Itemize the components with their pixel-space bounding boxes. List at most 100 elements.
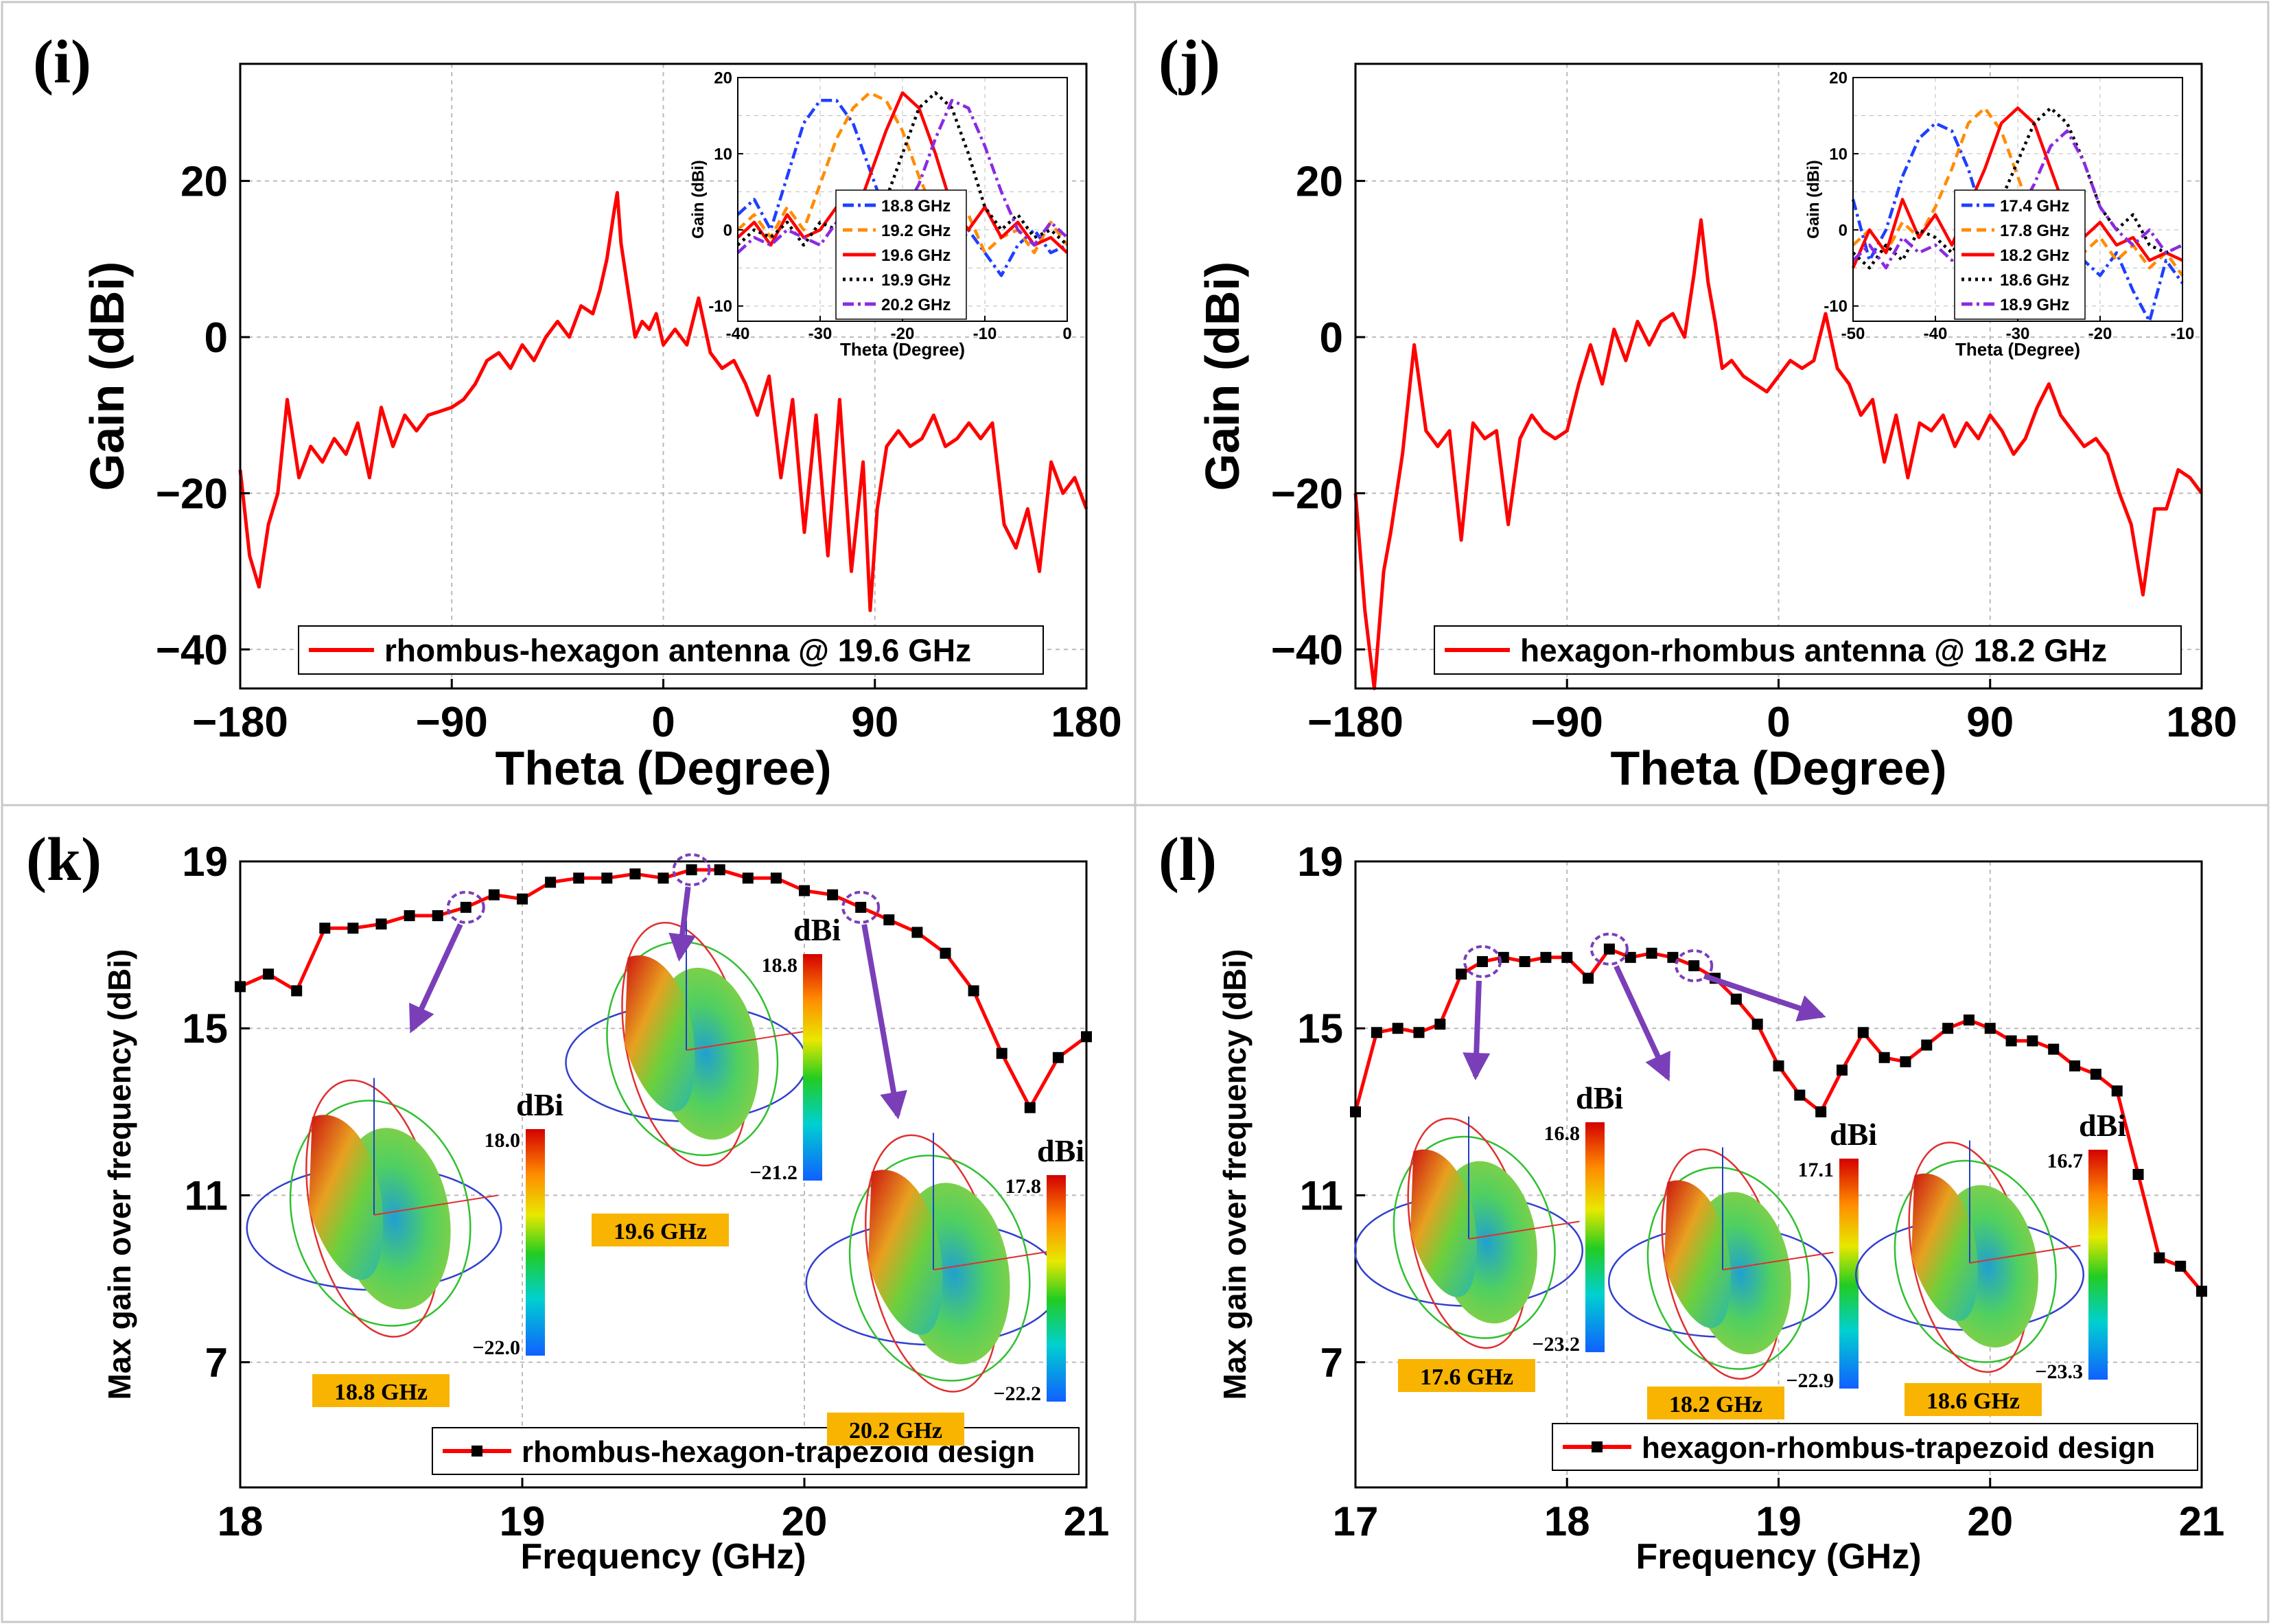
colorbar-max: 16.8 bbox=[1544, 1122, 1581, 1145]
x-tick-label: 180 bbox=[2166, 699, 2237, 746]
colorbar-unit: dBi bbox=[793, 912, 841, 947]
data-point bbox=[2090, 1069, 2101, 1080]
callout-arrow bbox=[861, 924, 900, 1116]
data-point bbox=[657, 872, 669, 884]
data-point bbox=[601, 872, 613, 884]
y-tick-label: −20 bbox=[156, 470, 228, 518]
x-axis-label: Theta (Degree) bbox=[495, 741, 831, 795]
pattern-frequency-tag bbox=[827, 1413, 964, 1446]
x-tick-label: -40 bbox=[1924, 325, 1948, 343]
data-point bbox=[1624, 951, 1636, 963]
x-tick-label: −180 bbox=[192, 699, 288, 746]
colorbar bbox=[2088, 1150, 2108, 1380]
y-tick-label: 11 bbox=[1300, 1172, 1343, 1218]
x-axis-label: Frequency (GHz) bbox=[520, 1537, 806, 1577]
data-point bbox=[263, 968, 275, 980]
data-point bbox=[629, 868, 641, 880]
colorbar-min: −22.9 bbox=[1786, 1369, 1834, 1392]
panel-label-l: (l) bbox=[1158, 826, 1217, 894]
data-point bbox=[968, 985, 979, 997]
pattern-axis-x bbox=[1468, 1220, 1580, 1240]
callout-circle bbox=[1589, 932, 1629, 966]
pattern-main-lobe bbox=[868, 1170, 943, 1335]
callout-arrow-head bbox=[409, 1002, 434, 1034]
pattern-frequency-tag bbox=[592, 1214, 729, 1246]
y-tick-label: 15 bbox=[182, 1006, 228, 1052]
y-axis-label: Gain (dBi) bbox=[1804, 160, 1823, 239]
data-point bbox=[883, 914, 895, 926]
y-tick-label: 0 bbox=[723, 221, 732, 240]
data-point bbox=[1561, 951, 1573, 963]
inset-legend-label: 18.9 GHz bbox=[2000, 296, 2069, 314]
y-tick-label: 19 bbox=[182, 839, 228, 885]
callout-arrow-head bbox=[1795, 995, 1826, 1022]
colorbar-min: −23.2 bbox=[1532, 1333, 1580, 1356]
data-point bbox=[1921, 1039, 1933, 1051]
x-tick-label: 20 bbox=[1967, 1498, 2013, 1544]
x-axis-label: Theta (Degree) bbox=[1610, 741, 1946, 795]
y-tick-label: 10 bbox=[714, 145, 732, 163]
data-point bbox=[2175, 1260, 2187, 1272]
data-point bbox=[1413, 1027, 1425, 1039]
data-point bbox=[1836, 1065, 1848, 1076]
y-tick-label: 11 bbox=[185, 1172, 228, 1218]
y-tick-label: 0 bbox=[205, 314, 228, 362]
data-point bbox=[1024, 1102, 1036, 1113]
data-point bbox=[1052, 1052, 1064, 1063]
chart-i: −180 −90 0 90 180 20 0 −20 −40 Theta (Degree) Gain… bbox=[80, 62, 1122, 795]
data-point bbox=[1434, 1019, 1446, 1030]
pattern-frequency-tag bbox=[1398, 1359, 1535, 1392]
y-axis-label: Gain (dBi) bbox=[80, 262, 134, 491]
legend-box bbox=[432, 1427, 1080, 1475]
inset-legend-label: 18.6 GHz bbox=[2000, 271, 2069, 290]
data-point bbox=[799, 885, 810, 896]
data-point bbox=[291, 985, 303, 997]
x-tick-label: −90 bbox=[416, 699, 488, 746]
data-point bbox=[2069, 1060, 2081, 1071]
radiation-patterns-k: dBi 18.0 −22.0 18.8 GHz dBi 18.8 −21.2 19.6 GHz… bbox=[246, 853, 1084, 1446]
callout-circle bbox=[446, 890, 485, 924]
inset-legend-label: 18.2 GHz bbox=[2000, 246, 2069, 265]
pattern-axis-x bbox=[686, 1031, 804, 1051]
colorbar-max: 18.0 bbox=[485, 1129, 521, 1152]
data-point bbox=[1878, 1052, 1890, 1063]
callout-circle bbox=[1463, 944, 1502, 978]
data-point bbox=[1583, 973, 1594, 984]
chart-l: 17 18 19 20 21 19 15 11 7 Frequency (GHz) Max gain… bbox=[1217, 839, 2224, 1577]
x-tick-label: 180 bbox=[1051, 699, 1121, 746]
colorbar-unit: dBi bbox=[2079, 1108, 2126, 1143]
data-point bbox=[714, 864, 725, 876]
series-line-2 bbox=[1852, 106, 2184, 277]
data-point bbox=[911, 927, 923, 938]
y-tick-label: 19 bbox=[1297, 839, 1343, 885]
pattern-axis-x bbox=[1722, 1251, 1834, 1271]
legend-label: hexagon-rhombus antenna @ 18.2 GHz bbox=[1520, 633, 2107, 669]
x-tick-label: 0 bbox=[651, 699, 675, 746]
x-tick-label: 19 bbox=[500, 1498, 546, 1544]
legend-box bbox=[1552, 1423, 2198, 1471]
data-point bbox=[347, 923, 359, 934]
colorbar bbox=[1047, 1175, 1066, 1402]
data-point bbox=[1942, 1023, 1954, 1034]
data-point bbox=[1773, 1060, 1784, 1071]
data-point bbox=[940, 947, 951, 959]
x-tick-label: -20 bbox=[2088, 325, 2112, 343]
pattern-ring-green bbox=[289, 1100, 471, 1327]
data-point bbox=[1667, 951, 1679, 963]
pattern-frequency-label: 19.6 GHz bbox=[614, 1219, 707, 1244]
x-tick-label: -30 bbox=[808, 325, 832, 343]
panel-label-j: (j) bbox=[1158, 28, 1220, 96]
data-point bbox=[1603, 943, 1615, 955]
colorbar-min: −22.0 bbox=[472, 1336, 520, 1359]
pattern-ring-green bbox=[1393, 1135, 1556, 1339]
panel-label-i: (i) bbox=[33, 28, 91, 96]
callout-arrow-head bbox=[668, 932, 696, 962]
y-tick-label: −40 bbox=[1271, 627, 1343, 674]
x-tick-label: 18 bbox=[1544, 1498, 1590, 1544]
data-point bbox=[1963, 1014, 1975, 1026]
data-point bbox=[1984, 1023, 1996, 1034]
colorbar-unit: dBi bbox=[1576, 1080, 1623, 1115]
colorbar-unit: dBi bbox=[1830, 1117, 1877, 1152]
pattern-frequency-label: 18.8 GHz bbox=[334, 1380, 428, 1405]
